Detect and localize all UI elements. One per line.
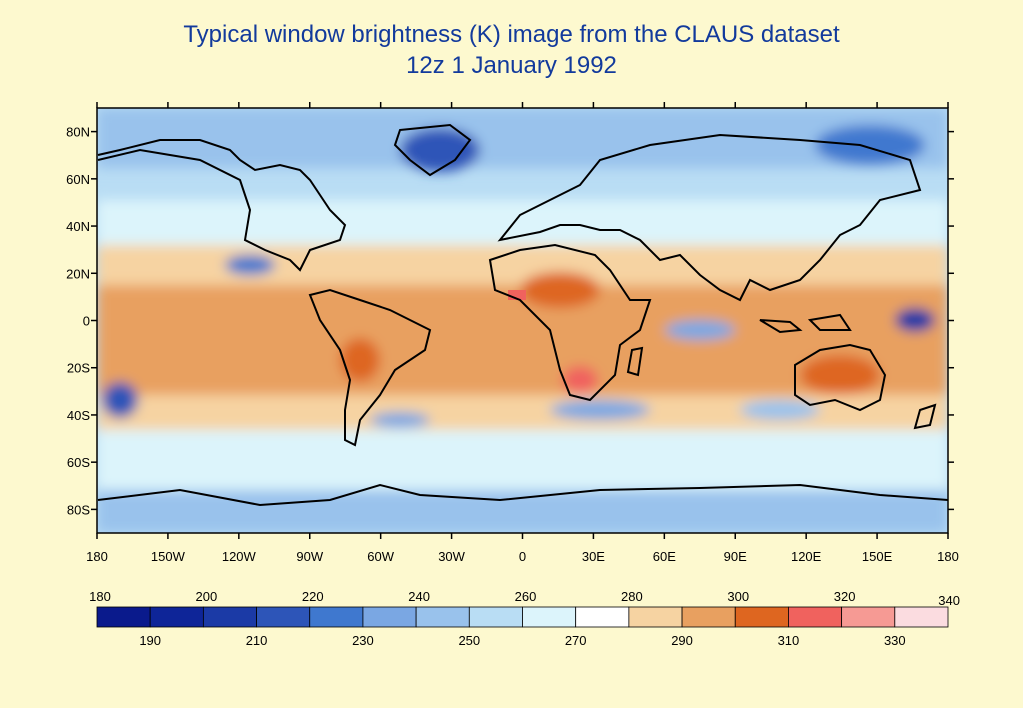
colorbar-label-bottom: 290 [671, 633, 693, 648]
colorbar-label-top: 200 [196, 589, 218, 604]
colorbar-label-bottom: 210 [246, 633, 268, 648]
colorbar-label-bottom: 230 [352, 633, 374, 648]
colorbar-label-top: 320 [834, 589, 856, 604]
colorbar-label-top: 180 [89, 589, 111, 604]
colorbar-swatch [96, 606, 151, 628]
colorbar-label-top: 300 [727, 589, 749, 604]
colorbar-swatch [202, 606, 257, 628]
colorbar-label-end: 340 [938, 593, 960, 608]
lat-label: 20S [67, 361, 90, 376]
colorbar-swatch [734, 606, 789, 628]
colorbar-swatch [841, 606, 896, 628]
lon-label: 150W [151, 549, 186, 564]
colorbar-swatch [788, 606, 843, 628]
colorbar-swatch [468, 606, 523, 628]
lon-label: 0 [519, 549, 526, 564]
colorbar-swatch [681, 606, 736, 628]
colorbar-swatch [362, 606, 417, 628]
lon-label: 180 [937, 549, 959, 564]
colorbar-label-bottom: 190 [139, 633, 161, 648]
lon-label: 60E [653, 549, 676, 564]
longitude-labels: 180 150W 120W 90W 60W 30W 0 30E 60E 90E 120E 150E 18… [86, 549, 959, 564]
colorbar-label-bottom: 270 [565, 633, 587, 648]
lon-label: 180 [86, 549, 108, 564]
lat-label: 40N [66, 219, 90, 234]
lat-label: 60N [66, 172, 90, 187]
colorbar-label-top: 240 [408, 589, 430, 604]
lat-label: 40S [67, 408, 90, 423]
chart-title: Typical window brightness (K) image from… [183, 21, 840, 48]
lat-label: 80N [66, 125, 90, 140]
lon-label: 90E [724, 549, 747, 564]
colorbar-label-top: 280 [621, 589, 643, 604]
lon-label: 30E [582, 549, 605, 564]
lon-label: 120W [222, 549, 257, 564]
colorbar-label-bottom: 310 [778, 633, 800, 648]
lat-label: 0 [83, 314, 90, 329]
colorbar-label-bottom: 330 [884, 633, 906, 648]
lon-label: 30W [438, 549, 465, 564]
colorbar-label-top: 220 [302, 589, 324, 604]
coastlines [97, 123, 948, 507]
lon-label: 90W [296, 549, 323, 564]
colorbar [96, 606, 949, 628]
colorbar-swatch [415, 606, 470, 628]
colorbar-labels: 180 200 220 240 260 280 300 320 190 210 230 250 270 2… [89, 589, 960, 648]
lat-label: 60S [67, 455, 90, 470]
colorbar-swatch [149, 606, 204, 628]
lat-label: 80S [67, 502, 90, 517]
lon-label: 120E [791, 549, 822, 564]
colorbar-swatch [894, 606, 949, 628]
colorbar-swatch [522, 606, 577, 628]
colorbar-swatch [628, 606, 683, 628]
chart-subtitle: 12z 1 January 1992 [406, 52, 617, 79]
colorbar-swatch [256, 606, 311, 628]
colorbar-swatch [309, 606, 364, 628]
lon-label: 150E [862, 549, 893, 564]
latitude-labels: 80N 60N 40N 20N 0 20S 40S 60S 80S [66, 125, 90, 518]
lat-label: 20N [66, 266, 90, 281]
map-ticks [91, 102, 954, 539]
colorbar-label-top: 260 [515, 589, 537, 604]
colorbar-swatch [575, 606, 630, 628]
lon-label: 60W [367, 549, 394, 564]
colorbar-label-bottom: 250 [458, 633, 480, 648]
